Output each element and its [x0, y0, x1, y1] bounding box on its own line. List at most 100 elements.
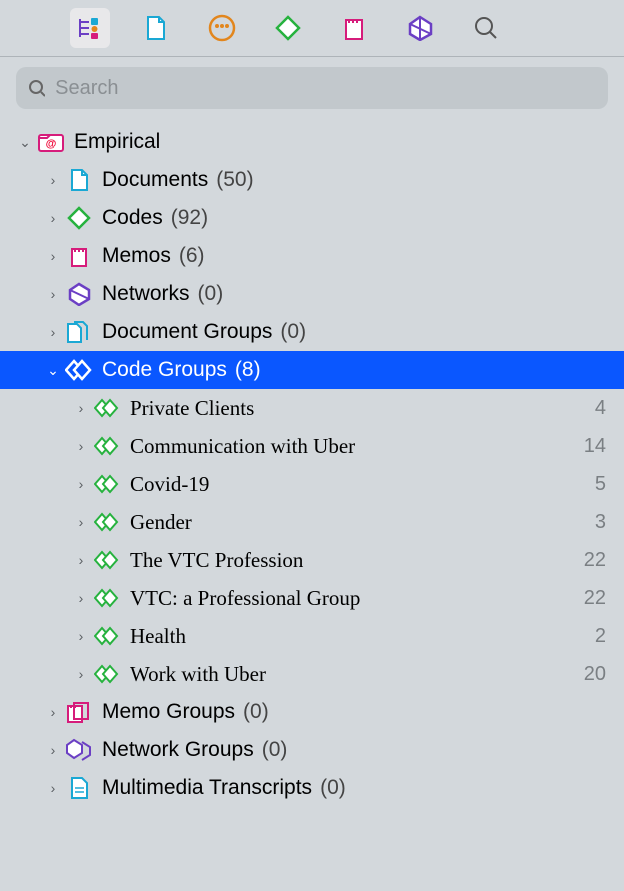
search-icon	[473, 15, 499, 41]
tree-item-label: Document Groups	[102, 320, 272, 344]
disclosure-icon[interactable]: ›	[70, 666, 92, 682]
code-group-vtc-a-professional-group[interactable]: › VTC: a Professional Group 22	[0, 579, 624, 617]
disclosure-icon[interactable]: ›	[42, 324, 64, 340]
search-tab[interactable]	[466, 8, 506, 48]
code-group-private-clients[interactable]: › Private Clients 4	[0, 389, 624, 427]
memo-icon	[343, 15, 365, 41]
disclosure-icon[interactable]: ›	[42, 248, 64, 264]
disclosure-icon[interactable]: ›	[42, 172, 64, 188]
code-group-count: 2	[595, 625, 606, 648]
disclosure-icon[interactable]: ›	[70, 476, 92, 492]
tree-item-label: Memo Groups	[102, 700, 235, 724]
tree-root[interactable]: ⌄ @ Empirical	[0, 123, 624, 161]
code-group-count: 3	[595, 511, 606, 534]
navigator-icon	[76, 15, 104, 41]
project-tree: ⌄ @ Empirical ›Documents(50)›Codes(92)›M…	[0, 119, 624, 807]
tree-item-count: (0)	[320, 776, 346, 800]
disclosure-icon[interactable]: ›	[70, 438, 92, 454]
memos-tab[interactable]	[334, 8, 374, 48]
tree-item-label: Network Groups	[102, 738, 254, 762]
code-group-gender[interactable]: ›Gender3	[0, 503, 624, 541]
code-group-count: 22	[584, 587, 606, 610]
search-input[interactable]	[55, 77, 596, 100]
search-wrap	[0, 67, 624, 119]
tree-item-label: Codes	[102, 206, 163, 230]
code-group-health[interactable]: ›Health2	[0, 617, 624, 655]
transcript-icon	[64, 776, 94, 800]
network-group-icon	[64, 738, 94, 762]
tree-item-label: Multimedia Transcripts	[102, 776, 312, 800]
code-group-covid-19[interactable]: › Covid-19 5	[0, 465, 624, 503]
tree-item-label: Code Groups	[102, 358, 227, 382]
code-icon	[275, 15, 301, 41]
documents-tab[interactable]	[136, 8, 176, 48]
code-group-work-with-uber[interactable]: ›Work with Uber20	[0, 655, 624, 693]
tree-body: ›Documents(50)›Codes(92)›Memos(6)›Networ…	[0, 161, 624, 807]
project-icon: @	[36, 131, 66, 153]
tree-root-label: Empirical	[74, 130, 160, 154]
disclosure-icon[interactable]: ›	[42, 286, 64, 302]
disclosure-icon[interactable]: ›	[42, 704, 64, 720]
code-group-label: Communication with Uber	[130, 434, 355, 459]
code-group-icon	[92, 512, 122, 532]
networks-tab[interactable]	[400, 8, 440, 48]
tree-item-documents[interactable]: ›Documents(50)	[0, 161, 624, 199]
code-group-label: Private Clients	[130, 396, 254, 421]
code-group-count: 22	[584, 549, 606, 572]
code-icon	[64, 206, 94, 230]
network-icon	[407, 15, 433, 41]
tree-item-memos[interactable]: ›Memos(6)	[0, 237, 624, 275]
code-group-icon	[92, 436, 122, 456]
disclosure-icon[interactable]: ⌄	[42, 362, 64, 379]
tree-item-count: (8)	[235, 358, 261, 382]
code-group-label: VTC: a Professional Group	[130, 586, 360, 611]
disclosure-icon[interactable]: ›	[70, 590, 92, 606]
code-group-icon	[92, 626, 122, 646]
navigator-tab[interactable]	[70, 8, 110, 48]
tree-item-network-groups[interactable]: › Network Groups (0)	[0, 731, 624, 769]
tree-item-count: (6)	[179, 244, 205, 268]
tree-item-count: (0)	[198, 282, 224, 306]
disclosure-icon[interactable]: ›	[70, 400, 92, 416]
codes-tab[interactable]	[268, 8, 308, 48]
document-icon	[64, 168, 94, 192]
tree-item-code-groups[interactable]: ⌄ Code Groups (8)	[0, 351, 624, 389]
tree-item-label: Networks	[102, 282, 190, 306]
disclosure-icon[interactable]: ›	[70, 514, 92, 530]
document-icon	[145, 15, 167, 41]
disclosure-icon[interactable]: ›	[70, 552, 92, 568]
toolbar-divider	[0, 56, 624, 57]
doc-group-icon	[64, 320, 94, 344]
code-group-communication-with-uber[interactable]: ›Communication with Uber14	[0, 427, 624, 465]
tree-item-networks[interactable]: › Networks (0)	[0, 275, 624, 313]
code-group-icon	[92, 474, 122, 494]
code-group-icon	[92, 398, 122, 418]
code-group-icon	[92, 588, 122, 608]
people-tab[interactable]	[202, 8, 242, 48]
code-group-the-vtc-profession[interactable]: › The VTC Profession 22	[0, 541, 624, 579]
tree-item-codes[interactable]: ›Codes(92)	[0, 199, 624, 237]
memo-group-icon	[64, 700, 94, 724]
code-group-count: 4	[595, 397, 606, 420]
code-group-icon	[92, 550, 122, 570]
toolbar	[0, 0, 624, 56]
tree-item-document-groups[interactable]: ›Document Groups(0)	[0, 313, 624, 351]
tree-item-count: (0)	[262, 738, 288, 762]
disclosure-icon[interactable]: ›	[42, 780, 64, 796]
tree-item-multimedia-transcripts[interactable]: › Multimedia Transcripts (0)	[0, 769, 624, 807]
tree-item-label: Documents	[102, 168, 208, 192]
search-icon	[28, 79, 45, 97]
code-group-icon	[92, 664, 122, 684]
disclosure-icon[interactable]: ⌄	[14, 134, 36, 151]
tree-item-memo-groups[interactable]: › Memo Groups (0)	[0, 693, 624, 731]
code-group-label: Covid-19	[130, 472, 209, 497]
disclosure-icon[interactable]: ›	[70, 628, 92, 644]
disclosure-icon[interactable]: ›	[42, 742, 64, 758]
code-group-count: 5	[595, 473, 606, 496]
network-icon	[64, 282, 94, 306]
tree-item-count: (0)	[243, 700, 269, 724]
navigator-panel: ⌄ @ Empirical ›Documents(50)›Codes(92)›M…	[0, 0, 624, 891]
disclosure-icon[interactable]: ›	[42, 210, 64, 226]
code-group-label: The VTC Profession	[130, 548, 303, 573]
search-field[interactable]	[16, 67, 608, 109]
